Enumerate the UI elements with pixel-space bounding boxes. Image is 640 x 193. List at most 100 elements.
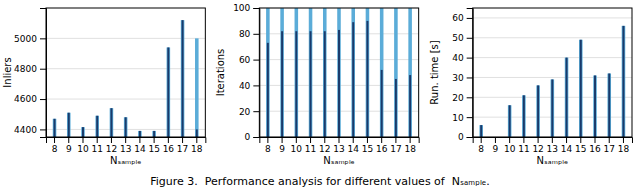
y-tick: 0	[245, 132, 260, 142]
tick-label: 60	[239, 55, 251, 65]
x-axis: 89101112131415161718	[260, 137, 419, 154]
tick-mark	[467, 58, 473, 59]
tick-label: 9	[279, 144, 285, 154]
bar	[310, 31, 312, 137]
y-tick: 50	[452, 33, 472, 43]
series	[54, 20, 198, 137]
x-tick: 15	[148, 137, 159, 154]
tick-mark	[609, 137, 610, 143]
bar	[580, 40, 582, 137]
tick-label: 10	[452, 113, 464, 123]
y-axis: 0102030405060	[452, 9, 473, 143]
tick-mark	[54, 137, 55, 143]
tick-mark	[253, 60, 259, 61]
x-tick: 18	[404, 137, 416, 154]
tick-mark	[538, 137, 539, 143]
tick-label: 60	[452, 13, 464, 23]
tick-label: 4400	[14, 125, 37, 135]
bar	[124, 117, 128, 137]
y-axis-title: Iterations	[215, 49, 226, 97]
tick-mark	[339, 137, 340, 143]
tick-mark	[253, 137, 259, 138]
tick-label: 40	[239, 81, 251, 91]
plot-frame	[46, 8, 205, 137]
tick-mark	[467, 117, 473, 118]
tick-mark	[182, 137, 183, 143]
x-tick: 13	[333, 137, 344, 154]
bar	[96, 116, 98, 137]
x-axis: 89101112131415161718	[473, 137, 632, 154]
bar	[338, 30, 340, 137]
tick-label: 15	[575, 144, 586, 154]
tick-label: 0	[245, 132, 251, 142]
y-tick: 60	[239, 55, 259, 65]
x-tick: 8	[478, 137, 484, 154]
x-tick: 16	[589, 137, 601, 154]
tick-mark	[523, 137, 524, 143]
tick-mark	[467, 77, 473, 78]
y-tick: 0	[458, 132, 473, 142]
tick-label: 10	[504, 144, 516, 154]
chart-root: 440046004800500089101112131415161718Inli…	[0, 0, 640, 193]
tick-label: 18	[404, 144, 416, 154]
axis-line	[47, 138, 206, 144]
bar	[408, 8, 412, 137]
tick-label: 17	[177, 144, 188, 154]
x-tick: 17	[390, 137, 401, 154]
series	[267, 21, 411, 137]
x-tick: 12	[532, 137, 543, 154]
tick-mark	[467, 38, 473, 39]
bar	[95, 116, 99, 137]
x-tick: 10	[77, 137, 89, 154]
x-tick: 17	[177, 137, 188, 154]
x-tick: 8	[52, 137, 58, 154]
tick-label: 14	[561, 144, 573, 154]
bar	[380, 8, 384, 137]
bar	[381, 70, 383, 137]
axis-line	[260, 138, 419, 144]
x-axis-title: Nₛₐₘₚₗₑ	[323, 155, 354, 166]
bar	[81, 127, 85, 137]
x-tick: 14	[561, 137, 573, 154]
x-tick: 9	[279, 137, 285, 154]
tick-mark	[40, 129, 46, 130]
bar	[337, 8, 341, 137]
tick-mark	[381, 137, 382, 143]
bar	[280, 8, 284, 137]
tick-mark	[253, 8, 259, 9]
tick-mark	[566, 137, 567, 143]
x-axis-title: Nₛₐₘₚₗₑ	[110, 155, 141, 166]
tick-mark	[467, 137, 473, 138]
bar	[67, 113, 71, 137]
y-axis-title: Inliers	[2, 57, 13, 87]
x-tick: 10	[291, 137, 303, 154]
bar	[409, 75, 411, 137]
tick-label: 10	[77, 144, 89, 154]
tick-mark	[253, 34, 259, 35]
tick-label: 8	[52, 144, 58, 154]
x-tick: 14	[347, 137, 359, 154]
x-tick: 18	[618, 137, 630, 154]
tick-mark	[495, 137, 496, 143]
y-tick: 5000	[14, 34, 46, 44]
tick-label: 12	[532, 144, 543, 154]
bar	[508, 105, 512, 137]
bar	[366, 21, 368, 137]
tick-label: 14	[347, 144, 359, 154]
bar	[195, 38, 199, 137]
bar	[522, 95, 526, 137]
x-tick: 17	[604, 137, 615, 154]
bar	[323, 8, 327, 137]
panel: 440046004800500089101112131415161718Inli…	[2, 8, 206, 166]
x-tick: 9	[493, 137, 499, 154]
tick-mark	[40, 69, 46, 70]
y-tick: 20	[239, 107, 259, 117]
tick-label: 5000	[14, 34, 37, 44]
axis-line	[253, 9, 260, 138]
bar	[594, 75, 596, 137]
bar	[352, 22, 354, 137]
tick-mark	[367, 137, 368, 143]
y-axis-title: Run. time [s]	[429, 40, 440, 104]
tick-mark	[253, 85, 259, 86]
tick-mark	[467, 97, 473, 98]
